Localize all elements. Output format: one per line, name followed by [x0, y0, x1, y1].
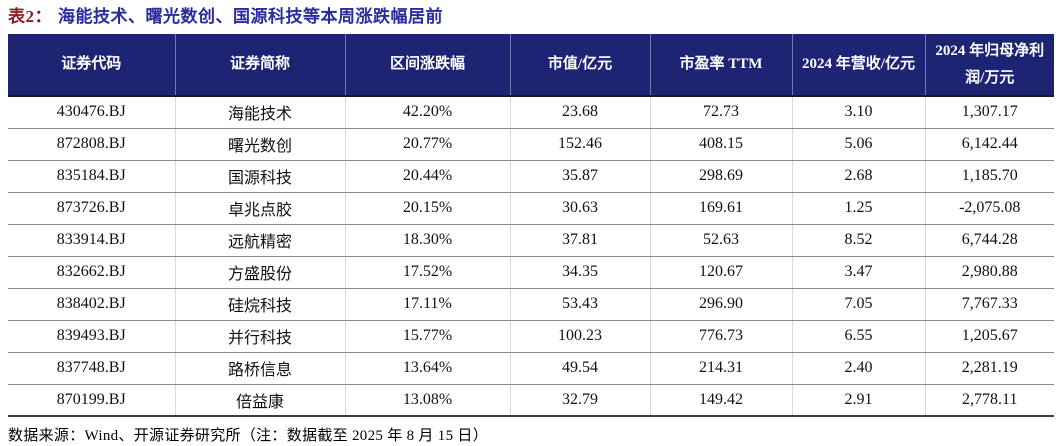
table-row: 872808.BJ 曙光数创 20.77% 152.46 408.15 5.06 6,142… — [8, 128, 1054, 161]
table-cell: 169.61 — [649, 192, 792, 225]
table-cell: 873726.BJ — [8, 192, 175, 225]
table-cell: 298.69 — [649, 160, 792, 193]
table-row: 430476.BJ 海能技术 42.20% 23.68 72.73 3.10 1,307.1… — [8, 96, 1054, 129]
table-row: 873726.BJ 卓兆点胶 20.15% 30.63 169.61 1.25 -2,075… — [8, 192, 1054, 225]
table-cell: 35.87 — [509, 160, 650, 193]
table-title-label: 表2： — [8, 7, 52, 26]
table-cell: 15.77% — [344, 320, 510, 353]
table-row: 870199.BJ 倍益康 13.08% 32.79 149.42 2.91 2,778.1… — [8, 384, 1054, 417]
table-cell: 1,205.67 — [924, 320, 1054, 353]
data-source-note: 数据来源：Wind、开源证券研究所（注：数据截至 2025 年 8 月 15 日… — [8, 428, 489, 445]
table-cell: 2,778.11 — [924, 384, 1054, 417]
table-cell: 152.46 — [509, 128, 650, 161]
table-cell: -2,075.08 — [924, 192, 1054, 225]
table-cell: 49.54 — [509, 352, 650, 385]
table-cell: 53.43 — [509, 288, 650, 321]
table-cell: 并行科技 — [174, 320, 345, 353]
table-cell: 837748.BJ — [8, 352, 175, 385]
table-cell: 路桥信息 — [174, 352, 345, 385]
table-cell: 2,980.88 — [924, 256, 1054, 289]
table-cell: 卓兆点胶 — [174, 192, 345, 225]
table-cell: 838402.BJ — [8, 288, 175, 321]
table-cell: 430476.BJ — [8, 96, 175, 129]
table-cell: 2,281.19 — [924, 352, 1054, 385]
table-row: 833914.BJ 远航精密 18.30% 37.81 52.63 8.52 6,744.2… — [8, 224, 1054, 257]
column-header: 2024 年营收/亿元 — [791, 34, 925, 97]
table-cell: 149.42 — [649, 384, 792, 417]
table-row: 832662.BJ 方盛股份 17.52% 34.35 120.67 3.47 2,980.… — [8, 256, 1054, 289]
table-cell: 2.68 — [791, 160, 925, 193]
table-cell: 20.44% — [344, 160, 510, 193]
table-cell: 17.52% — [344, 256, 510, 289]
table-cell: 13.08% — [344, 384, 510, 417]
table-cell: 7.05 — [791, 288, 925, 321]
table-cell: 833914.BJ — [8, 224, 175, 257]
table-cell: 远航精密 — [174, 224, 345, 257]
table-cell: 776.73 — [649, 320, 792, 353]
column-header: 证券简称 — [174, 34, 345, 97]
table-cell: 1.25 — [791, 192, 925, 225]
table-cell: 国源科技 — [174, 160, 345, 193]
table-cell: 13.64% — [344, 352, 510, 385]
column-header: 区间涨跌幅 — [344, 34, 510, 97]
table-cell: 23.68 — [509, 96, 650, 129]
table-cell: 52.63 — [649, 224, 792, 257]
table-title-text: 海能技术、曙光数创、国源科技等本周涨跌幅居前 — [58, 7, 443, 26]
table-cell: 5.06 — [791, 128, 925, 161]
table-cell: 214.31 — [649, 352, 792, 385]
table-cell: 42.20% — [344, 96, 510, 129]
table-row: 837748.BJ 路桥信息 13.64% 49.54 214.31 2.40 2,281.… — [8, 352, 1054, 385]
table-cell: 1,185.70 — [924, 160, 1054, 193]
table-cell: 倍益康 — [174, 384, 345, 417]
table-cell: 408.15 — [649, 128, 792, 161]
table-cell: 72.73 — [649, 96, 792, 129]
table-cell: 32.79 — [509, 384, 650, 417]
table-row: 839493.BJ 并行科技 15.77% 100.23 776.73 6.55 1,205… — [8, 320, 1054, 353]
table-cell: 120.67 — [649, 256, 792, 289]
table-row: 835184.BJ 国源科技 20.44% 35.87 298.69 2.68 1,185.… — [8, 160, 1054, 193]
table-cell: 832662.BJ — [8, 256, 175, 289]
table-row: 838402.BJ 硅烷科技 17.11% 53.43 296.90 7.05 7,767.… — [8, 288, 1054, 321]
table-header-row: 证券代码 证券简称 区间涨跌幅 市值/亿元 市盈率 TTM 2024 年营收/亿元 2024… — [8, 34, 1054, 97]
table-cell: 17.11% — [344, 288, 510, 321]
table-cell: 37.81 — [509, 224, 650, 257]
table-cell: 6,142.44 — [924, 128, 1054, 161]
table-cell: 18.30% — [344, 224, 510, 257]
table-cell: 100.23 — [509, 320, 650, 353]
table-cell: 872808.BJ — [8, 128, 175, 161]
table-cell: 7,767.33 — [924, 288, 1054, 321]
table-cell: 839493.BJ — [8, 320, 175, 353]
table-cell: 3.10 — [791, 96, 925, 129]
table-cell: 8.52 — [791, 224, 925, 257]
table-cell: 20.77% — [344, 128, 510, 161]
table-cell: 方盛股份 — [174, 256, 345, 289]
table-title: 表2： 海能技术、曙光数创、国源科技等本周涨跌幅居前 — [8, 6, 1053, 28]
table-cell: 3.47 — [791, 256, 925, 289]
column-header: 2024 年归母净利润/万元 — [924, 34, 1054, 97]
table-cell: 曙光数创 — [174, 128, 345, 161]
table-cell: 2.40 — [791, 352, 925, 385]
table-cell: 296.90 — [649, 288, 792, 321]
stock-performance-table: 证券代码 证券简称 区间涨跌幅 市值/亿元 市盈率 TTM 2024 年营收/亿元 2024… — [8, 34, 1054, 418]
table-cell: 20.15% — [344, 192, 510, 225]
table-cell: 6.55 — [791, 320, 925, 353]
column-header: 市值/亿元 — [509, 34, 650, 97]
table-cell: 2.91 — [791, 384, 925, 417]
table-cell: 34.35 — [509, 256, 650, 289]
table-cell: 835184.BJ — [8, 160, 175, 193]
table-cell: 1,307.17 — [924, 96, 1054, 129]
table-cell: 6,744.28 — [924, 224, 1054, 257]
table-cell: 硅烷科技 — [174, 288, 345, 321]
column-header: 证券代码 — [8, 34, 175, 97]
table-cell: 海能技术 — [174, 96, 345, 129]
table-cell: 30.63 — [509, 192, 650, 225]
table-body: 430476.BJ 海能技术 42.20% 23.68 72.73 3.10 1,307.1… — [8, 96, 1054, 417]
table-cell: 870199.BJ — [8, 384, 175, 417]
column-header: 市盈率 TTM — [649, 34, 792, 97]
